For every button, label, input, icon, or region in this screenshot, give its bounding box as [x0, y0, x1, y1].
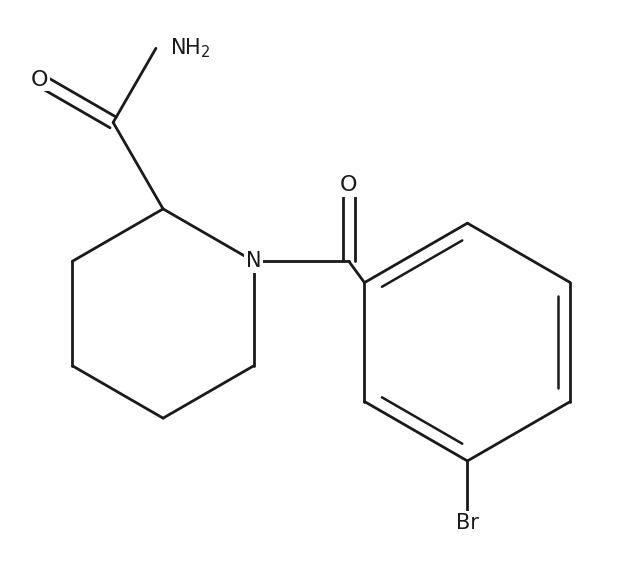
Text: N: N: [246, 251, 261, 271]
Text: O: O: [30, 70, 48, 89]
Text: NH$_2$: NH$_2$: [170, 36, 211, 60]
Text: O: O: [340, 175, 358, 195]
Text: Br: Br: [456, 513, 479, 533]
